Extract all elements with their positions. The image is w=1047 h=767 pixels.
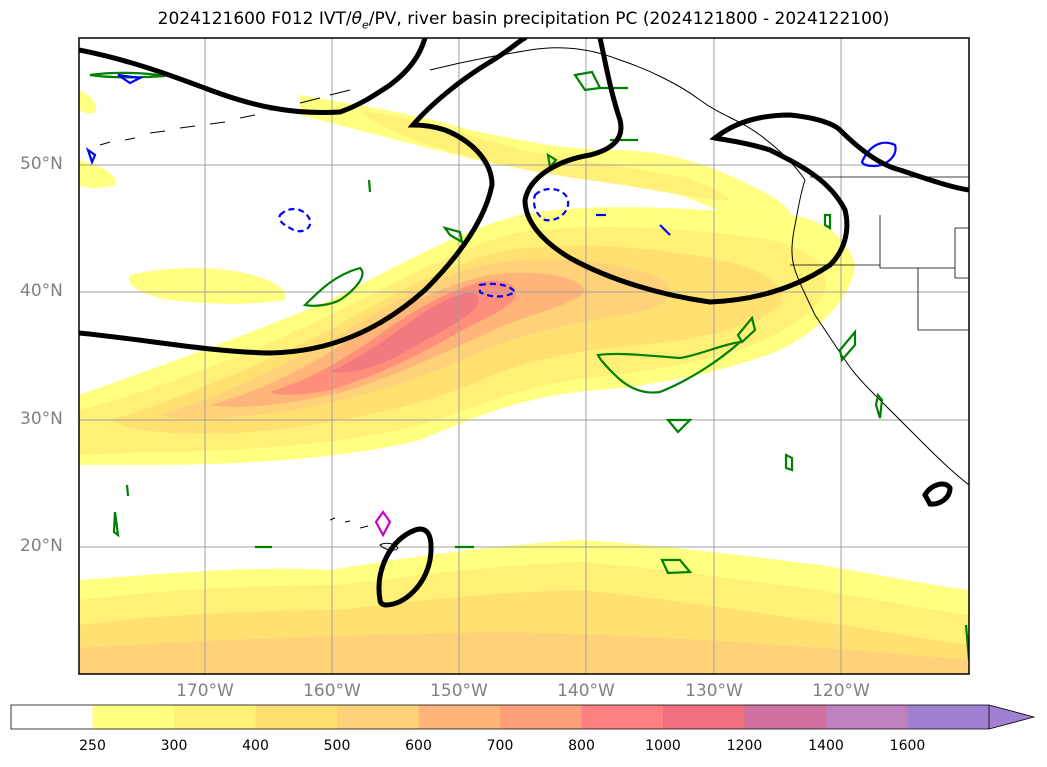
us-west-coast xyxy=(791,179,969,486)
black-contour-north-west xyxy=(79,38,428,115)
lon-label-160w: 160°W xyxy=(303,681,361,701)
colorbar-label-700: 700 xyxy=(486,738,514,754)
colorbar-segment-4 xyxy=(337,705,419,729)
lat-label-40n: 40°N xyxy=(20,281,63,301)
black-contour-small-loop xyxy=(922,481,953,507)
ivt-band-south4 xyxy=(79,632,969,674)
colorbar-label-500: 500 xyxy=(323,738,351,754)
colorbar-label-800: 800 xyxy=(568,738,595,754)
colorbar-segment-5 xyxy=(418,705,501,729)
colorbar-segment-11 xyxy=(907,705,990,729)
lon-label-150w: 150°W xyxy=(430,681,488,701)
coastlines xyxy=(99,47,969,551)
colorbar-segment-2 xyxy=(174,705,256,729)
colorbar-label-400: 400 xyxy=(242,738,269,754)
lon-label-170w: 170°W xyxy=(176,681,234,701)
colorbar-label-250: 250 xyxy=(79,738,106,754)
lat-label-20n: 20°N xyxy=(20,536,63,556)
black-contour-ridge xyxy=(522,38,969,305)
graticule xyxy=(79,38,969,674)
colorbar-segments xyxy=(10,704,1036,730)
theta-e-contours xyxy=(85,73,897,298)
colorbar-border xyxy=(10,704,989,730)
ivt-band-nw xyxy=(79,90,97,114)
lon-label-120w: 120°W xyxy=(812,681,870,701)
ivt-band-west xyxy=(129,268,286,304)
colorbar-segment-6 xyxy=(500,705,582,729)
colorbar-label-600: 600 xyxy=(405,738,432,754)
colorbar-label-1200: 1200 xyxy=(726,738,763,754)
magenta-contour xyxy=(374,510,392,538)
colorbar-segment-9 xyxy=(744,705,827,729)
colorbar-segment-1 xyxy=(92,705,175,729)
colorbar-label-1400: 1400 xyxy=(808,738,844,754)
black-contour-central-trough xyxy=(79,38,528,356)
colorbar-segment-10 xyxy=(826,705,908,729)
lon-label-130w: 130°W xyxy=(685,681,743,701)
ivt-band-1000 xyxy=(330,292,479,373)
hawaii xyxy=(329,517,399,551)
colorbar-segment-3 xyxy=(255,705,338,729)
colorbar-segment-8 xyxy=(663,705,745,729)
lat-label-50n: 50°N xyxy=(20,154,63,174)
colorbar-label-1000: 1000 xyxy=(645,738,681,754)
lat-label-30n: 30°N xyxy=(20,409,63,429)
map-panel xyxy=(78,37,970,675)
black-contours xyxy=(79,38,969,608)
lon-label-140w: 140°W xyxy=(557,681,615,701)
colorbar-label-1600: 1600 xyxy=(889,738,926,754)
ivt-band-nw2 xyxy=(79,160,116,189)
map-title: 2024121600 F012 IVT/θe/PV, river basin p… xyxy=(157,9,890,32)
colorbar-segment-0 xyxy=(11,705,93,729)
borders xyxy=(790,176,969,331)
black-contour-hawaii-loop xyxy=(376,526,434,608)
alaska-coast xyxy=(429,47,806,181)
colorbar-label-300: 300 xyxy=(160,738,188,754)
colorbar-segment-7 xyxy=(581,705,664,729)
colorbar-extend-arrow xyxy=(988,704,1036,730)
